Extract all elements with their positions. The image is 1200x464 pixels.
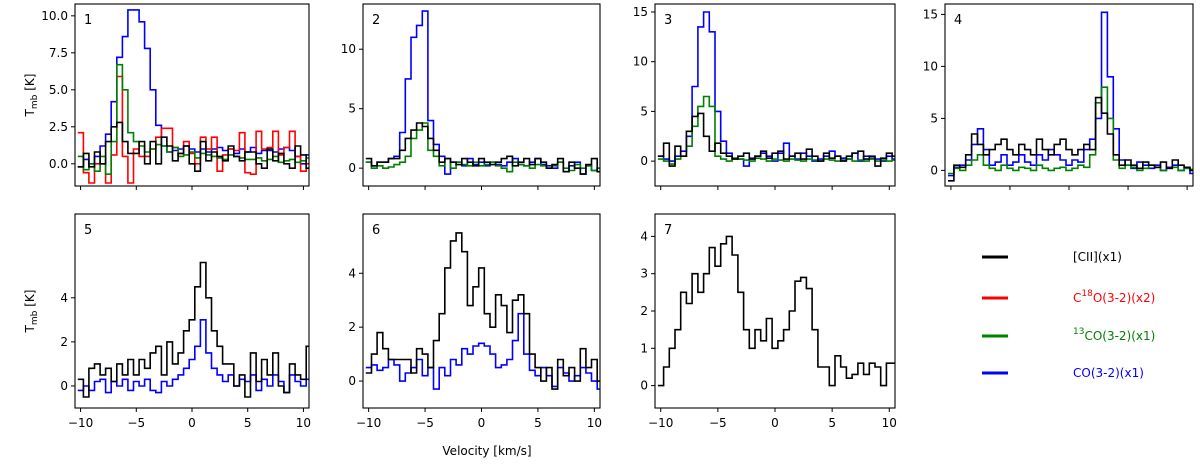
x-tick-label: 0 [478,416,486,430]
panel-4: 4 0 5 10 15 [923,3,1194,190]
legend-label-text: CO(3-2)(x1) [1073,366,1144,380]
y-tick-label: 5.0 [49,83,68,97]
legend-label-text: C [1073,291,1081,305]
legend-label-superscript: 13 [1073,327,1084,337]
y-tick-label: 4 [60,291,68,305]
series-line-cii [365,232,600,390]
y-tick-label: 15 [923,7,938,21]
x-tick-label: 5 [828,416,836,430]
x-tick-label: −5 [127,416,145,430]
legend-label-c18o: C18O(3-2)(x2) [1073,289,1155,305]
series-line-co [365,312,600,390]
y-tick-label: 0 [60,379,68,393]
legend-label-superscript: 18 [1081,289,1093,299]
y-tick-label: 0 [640,154,648,168]
y-tick-label: 10.0 [41,9,68,23]
y-axis-label-unit: [K] [23,290,37,311]
y-tick-label: 1 [640,341,648,355]
series-line-13co [657,95,895,165]
panel-number-label: 4 [954,13,962,28]
panel-7: 7 0 1 2 3 4 −10 −5 0 5 10 [640,213,897,430]
y-tick-label: 5 [640,104,648,118]
y-tick-label: 0 [348,374,356,388]
panel-number-label: 3 [664,13,672,28]
y-tick-label: 5 [348,102,356,116]
series-line-c18o [77,75,309,184]
series-line-cii [948,96,1193,182]
series-line-cii [77,121,309,172]
y-tick-label: 3 [640,267,648,281]
x-tick-label: 5 [244,416,252,430]
x-tick-label: 10 [882,416,897,430]
y-tick-label: 0.0 [49,157,68,171]
legend-label-co: CO(3-2)(x1) [1073,366,1144,380]
y-tick-label: 5 [930,111,938,125]
series-line-13co [365,122,600,173]
panel-number-label: 6 [372,223,380,238]
y-tick-label: 4 [640,229,648,243]
x-tick-label: −5 [416,416,434,430]
x-tick-label: 5 [534,416,542,430]
series-line-co [948,11,1193,177]
y-tick-label: 7.5 [49,46,68,60]
legend: [CII](x1)C18O(3-2)(x2)13CO(3-2)(x1)CO(3-… [982,250,1155,380]
y-tick-label: 15 [633,5,648,19]
x-tick-label: 10 [587,416,602,430]
y-axis-label-main: T [23,324,37,333]
x-tick-label: −10 [68,416,93,430]
y-tick-label: 2 [60,335,68,349]
y-tick-label: 2 [640,304,648,318]
legend-label-cii: [CII](x1) [1073,250,1122,264]
y-axis-label: Tmb [K] [23,290,40,334]
series-line-co [657,11,895,167]
y-axis-label-subscript: mb [30,94,40,109]
panel-frame [362,213,601,409]
x-tick-label: 10 [296,416,311,430]
y-tick-label: 2 [348,320,356,334]
panel-2: 2 0 5 10 [341,3,601,190]
y-tick-label: 10 [341,42,356,56]
y-axis-label-subscript: mb [30,310,40,325]
panel-frame [74,3,310,187]
y-tick-label: 0 [930,163,938,177]
y-tick-label: 0 [348,161,356,175]
panel-3: 3 0 5 10 15 [633,3,896,190]
panel-number-label: 7 [664,223,672,238]
x-axis-label: Velocity [km/s] [442,444,531,458]
series-line-cii [365,122,600,175]
legend-label-text: [CII](x1) [1073,250,1122,264]
x-tick-label: −10 [356,416,381,430]
x-tick-label: 0 [188,416,196,430]
series-line-co [77,9,309,168]
y-tick-label: 10 [633,55,648,69]
panel-number-label: 2 [372,13,380,28]
legend-label-text: CO(3-2)(x1) [1084,329,1155,343]
legend-label-13co: 13CO(3-2)(x1) [1073,327,1155,343]
series-line-cii [657,112,895,167]
y-axis-label: Tmb [K] [23,74,40,118]
y-tick-label: 4 [348,266,356,280]
y-axis-label-main: T [23,108,37,117]
series-line-cii [77,261,309,398]
panel-number-label: 1 [84,13,92,28]
y-tick-label: 10 [923,59,938,73]
y-tick-label: 2.5 [49,120,68,134]
panel-5: 5 0 2 4 −10 −5 0 5 10 Tmb [K] [23,213,311,430]
x-tick-label: −10 [648,416,673,430]
panel-frame [944,3,1194,187]
panel-6: 6 0 2 4 −10 −5 0 5 10 [348,213,602,430]
series-line-13co [77,63,309,175]
panel-frame [74,213,310,409]
y-axis-label-unit: [K] [23,74,37,95]
series-line-co [77,319,309,394]
series-line-cii [657,235,895,387]
panel-number-label: 5 [84,223,92,238]
y-tick-label: 0 [640,379,648,393]
x-tick-label: 0 [771,416,779,430]
legend-label-text: O(3-2)(x2) [1093,291,1156,305]
x-tick-label: −5 [709,416,727,430]
panel-frame [654,213,896,409]
